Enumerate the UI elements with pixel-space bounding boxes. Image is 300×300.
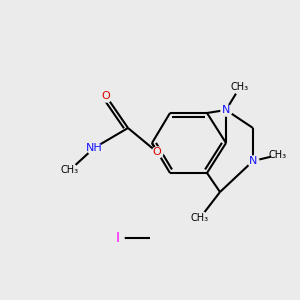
Text: O: O <box>102 91 110 101</box>
Text: O: O <box>153 147 161 157</box>
Text: CH₃: CH₃ <box>61 165 79 175</box>
Text: N: N <box>249 156 257 166</box>
Text: N: N <box>222 105 230 115</box>
Text: CH₃: CH₃ <box>191 213 209 223</box>
Text: I: I <box>116 231 120 245</box>
Text: CH₃: CH₃ <box>269 150 287 160</box>
Text: NH: NH <box>85 143 102 153</box>
Text: CH₃: CH₃ <box>231 82 249 92</box>
